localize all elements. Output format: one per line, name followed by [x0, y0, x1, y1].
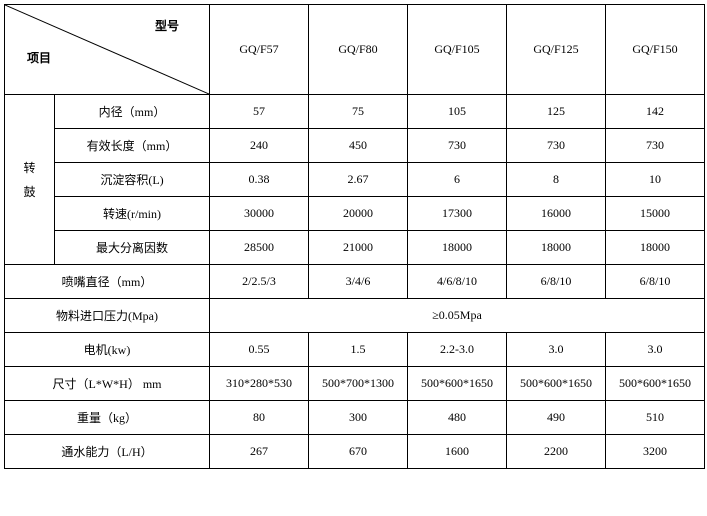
table-row: 电机(kw) 0.55 1.5 2.2-3.0 3.0 3.0 — [5, 333, 705, 367]
cell: 18000 — [606, 231, 705, 265]
cell: 3.0 — [606, 333, 705, 367]
cell: 1600 — [408, 435, 507, 469]
cell: 15000 — [606, 197, 705, 231]
cell: 0.38 — [210, 163, 309, 197]
merged-cell: ≥0.05Mpa — [210, 299, 705, 333]
cell: 4/6/8/10 — [408, 265, 507, 299]
cell: 510 — [606, 401, 705, 435]
cell: 240 — [210, 129, 309, 163]
row-label: 转速(r/min) — [55, 197, 210, 231]
table-row: 有效长度（mm） 240 450 730 730 730 — [5, 129, 705, 163]
drum-group-cell: 转鼓 — [5, 95, 55, 265]
cell: 30000 — [210, 197, 309, 231]
row-label: 最大分离因数 — [55, 231, 210, 265]
table-row: 物料进口压力(Mpa) ≥0.05Mpa — [5, 299, 705, 333]
cell: 57 — [210, 95, 309, 129]
row-label: 物料进口压力(Mpa) — [5, 299, 210, 333]
cell: 267 — [210, 435, 309, 469]
row-label: 电机(kw) — [5, 333, 210, 367]
cell: 6 — [408, 163, 507, 197]
cell: 500*700*1300 — [309, 367, 408, 401]
cell: 500*600*1650 — [408, 367, 507, 401]
model-col-0: GQ/F57 — [210, 5, 309, 95]
cell: 730 — [507, 129, 606, 163]
cell: 21000 — [309, 231, 408, 265]
cell: 105 — [408, 95, 507, 129]
cell: 17300 — [408, 197, 507, 231]
cell: 28500 — [210, 231, 309, 265]
cell: 80 — [210, 401, 309, 435]
cell: 670 — [309, 435, 408, 469]
table-header-row: 型号 项目 GQ/F57 GQ/F80 GQ/F105 GQ/F125 GQ/F… — [5, 5, 705, 95]
row-label: 尺寸（L*W*H） mm — [5, 367, 210, 401]
header-diagonal-cell: 型号 项目 — [5, 5, 210, 95]
cell: 10 — [606, 163, 705, 197]
table-row: 转速(r/min) 30000 20000 17300 16000 15000 — [5, 197, 705, 231]
table-row: 通水能力（L/H） 267 670 1600 2200 3200 — [5, 435, 705, 469]
cell: 6/8/10 — [606, 265, 705, 299]
cell: 480 — [408, 401, 507, 435]
cell: 730 — [408, 129, 507, 163]
cell: 3200 — [606, 435, 705, 469]
row-label: 通水能力（L/H） — [5, 435, 210, 469]
row-label: 内径（mm） — [55, 95, 210, 129]
cell: 20000 — [309, 197, 408, 231]
model-col-1: GQ/F80 — [309, 5, 408, 95]
row-label: 喷嘴直径（mm） — [5, 265, 210, 299]
cell: 450 — [309, 129, 408, 163]
cell: 125 — [507, 95, 606, 129]
table-row: 喷嘴直径（mm） 2/2.5/3 3/4/6 4/6/8/10 6/8/10 6… — [5, 265, 705, 299]
cell: 500*600*1650 — [606, 367, 705, 401]
model-col-4: GQ/F150 — [606, 5, 705, 95]
cell: 75 — [309, 95, 408, 129]
row-label: 沉淀容积(L) — [55, 163, 210, 197]
cell: 2/2.5/3 — [210, 265, 309, 299]
cell: 142 — [606, 95, 705, 129]
table-row: 重量（kg） 80 300 480 490 510 — [5, 401, 705, 435]
spec-table: 型号 项目 GQ/F57 GQ/F80 GQ/F105 GQ/F125 GQ/F… — [4, 4, 705, 469]
cell: 2.2-3.0 — [408, 333, 507, 367]
cell: 300 — [309, 401, 408, 435]
table-row: 尺寸（L*W*H） mm 310*280*530 500*700*1300 50… — [5, 367, 705, 401]
cell: 16000 — [507, 197, 606, 231]
cell: 500*600*1650 — [507, 367, 606, 401]
cell: 3.0 — [507, 333, 606, 367]
cell: 1.5 — [309, 333, 408, 367]
row-label: 重量（kg） — [5, 401, 210, 435]
cell: 18000 — [507, 231, 606, 265]
table-row: 转鼓 内径（mm） 57 75 105 125 142 — [5, 95, 705, 129]
cell: 490 — [507, 401, 606, 435]
row-label: 有效长度（mm） — [55, 129, 210, 163]
header-item-label: 项目 — [27, 49, 51, 66]
cell: 730 — [606, 129, 705, 163]
cell: 18000 — [408, 231, 507, 265]
model-col-2: GQ/F105 — [408, 5, 507, 95]
header-model-label: 型号 — [155, 17, 179, 34]
cell: 3/4/6 — [309, 265, 408, 299]
cell: 6/8/10 — [507, 265, 606, 299]
cell: 2.67 — [309, 163, 408, 197]
table-row: 最大分离因数 28500 21000 18000 18000 18000 — [5, 231, 705, 265]
cell: 2200 — [507, 435, 606, 469]
table-row: 沉淀容积(L) 0.38 2.67 6 8 10 — [5, 163, 705, 197]
cell: 0.55 — [210, 333, 309, 367]
cell: 310*280*530 — [210, 367, 309, 401]
model-col-3: GQ/F125 — [507, 5, 606, 95]
cell: 8 — [507, 163, 606, 197]
